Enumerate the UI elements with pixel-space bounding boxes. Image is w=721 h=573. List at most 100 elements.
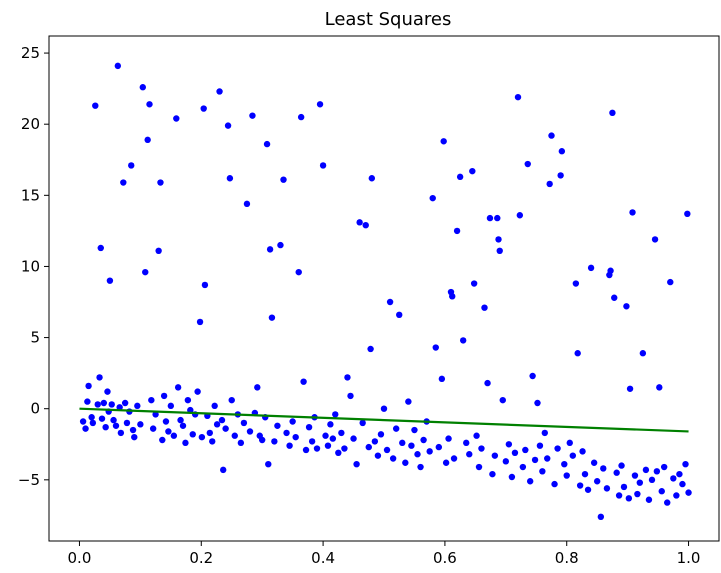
scatter-point xyxy=(417,463,424,471)
scatter-point xyxy=(98,415,106,422)
scatter-point xyxy=(618,462,625,469)
scatter-point xyxy=(626,385,634,392)
scatter-point xyxy=(620,483,628,491)
scatter-point xyxy=(631,472,639,479)
scatter-point xyxy=(546,180,553,188)
scatter-point xyxy=(600,465,607,472)
scatter-point xyxy=(566,439,573,447)
scatter-point xyxy=(231,432,238,439)
scatter-point xyxy=(442,459,450,466)
scatter-point xyxy=(216,88,223,95)
scatter-point xyxy=(435,443,443,451)
scatter-point xyxy=(548,132,555,139)
scatter-point xyxy=(128,162,135,169)
scatter-point xyxy=(167,402,175,410)
scatter-point xyxy=(313,445,321,452)
scatter-point xyxy=(142,268,149,276)
scatter-point xyxy=(114,62,122,70)
scatter-point xyxy=(224,122,232,129)
scatter-point xyxy=(226,175,234,182)
scatter-point xyxy=(100,399,108,407)
scatter-point xyxy=(374,452,382,459)
scatter-point xyxy=(92,102,99,109)
scatter-point xyxy=(584,486,592,493)
scatter-point xyxy=(194,388,201,395)
scatter-point xyxy=(629,209,636,216)
scatter-point xyxy=(519,463,527,471)
y-tick-label: 10 xyxy=(21,257,40,275)
scatter-point xyxy=(182,439,189,447)
scatter-point xyxy=(347,392,354,400)
scatter-point xyxy=(174,384,182,391)
scatter-point xyxy=(189,431,196,438)
scatter-point xyxy=(220,466,227,474)
scatter-point xyxy=(286,442,293,449)
scatter-point xyxy=(660,463,668,471)
scatter-point xyxy=(593,478,601,485)
scatter-point xyxy=(116,404,123,411)
scatter-point xyxy=(536,442,544,449)
scatter-point xyxy=(201,281,209,289)
scatter-point xyxy=(496,247,503,254)
scatter-point xyxy=(319,162,327,169)
scatter-point xyxy=(218,416,226,424)
scatter-point xyxy=(653,468,661,475)
y-tick-label: 20 xyxy=(21,115,40,133)
scatter-point xyxy=(450,455,458,462)
scatter-point xyxy=(611,294,618,301)
scatter-point xyxy=(392,425,400,432)
scatter-point xyxy=(367,345,374,353)
scatter-point xyxy=(120,179,127,186)
scatter-point xyxy=(365,443,372,451)
scatter-point xyxy=(531,456,539,464)
scatter-point xyxy=(102,424,109,431)
x-axis: 0.0 0.2 0.4 0.6 0.8 1.0 xyxy=(68,541,700,567)
scatter-point xyxy=(139,84,146,91)
scatter-point xyxy=(322,432,329,439)
scatter-point xyxy=(222,425,229,432)
scatter-point xyxy=(481,304,488,311)
scatter-point xyxy=(389,455,397,462)
scatter-point xyxy=(648,476,656,484)
scatter-point xyxy=(489,470,496,478)
y-tick-label: 25 xyxy=(21,44,40,62)
scatter-point xyxy=(271,438,278,445)
scatter-point xyxy=(414,451,421,458)
scatter-point xyxy=(211,402,218,410)
scatter-point xyxy=(563,472,570,479)
scatter-point xyxy=(97,244,104,252)
scatter-point xyxy=(679,480,686,488)
scatter-point xyxy=(491,452,499,459)
scatter-point xyxy=(316,101,324,108)
scatter-point xyxy=(148,396,155,404)
scatter-point xyxy=(386,298,394,306)
scatter-point xyxy=(658,488,665,495)
scatter-point xyxy=(534,399,541,407)
scatter-point xyxy=(636,479,644,486)
scatter-point xyxy=(539,468,546,475)
scatter-point xyxy=(456,173,464,181)
scatter-point xyxy=(429,194,436,202)
scatter-point xyxy=(332,411,339,418)
scatter-point xyxy=(609,109,616,117)
scatter-point xyxy=(108,401,115,408)
scatter-point xyxy=(200,105,207,112)
scatter-point xyxy=(341,445,348,452)
y-tick-label: 15 xyxy=(21,186,40,204)
scatter-point xyxy=(283,429,290,437)
scatter-point xyxy=(377,431,385,438)
scatter-point xyxy=(302,446,310,454)
scatter-point xyxy=(308,438,316,445)
scatter-point xyxy=(558,148,566,155)
scatter-point xyxy=(380,405,388,412)
scatter-point xyxy=(277,241,284,249)
scatter-point xyxy=(177,416,184,424)
scatter-point xyxy=(106,277,114,284)
scatter-point xyxy=(399,439,406,447)
scatter-point xyxy=(466,451,473,458)
scatter-point xyxy=(350,435,357,442)
scatter-point xyxy=(682,460,689,468)
scatter-point xyxy=(651,236,659,243)
scatter-point xyxy=(292,433,299,441)
scatter-point xyxy=(371,438,379,445)
